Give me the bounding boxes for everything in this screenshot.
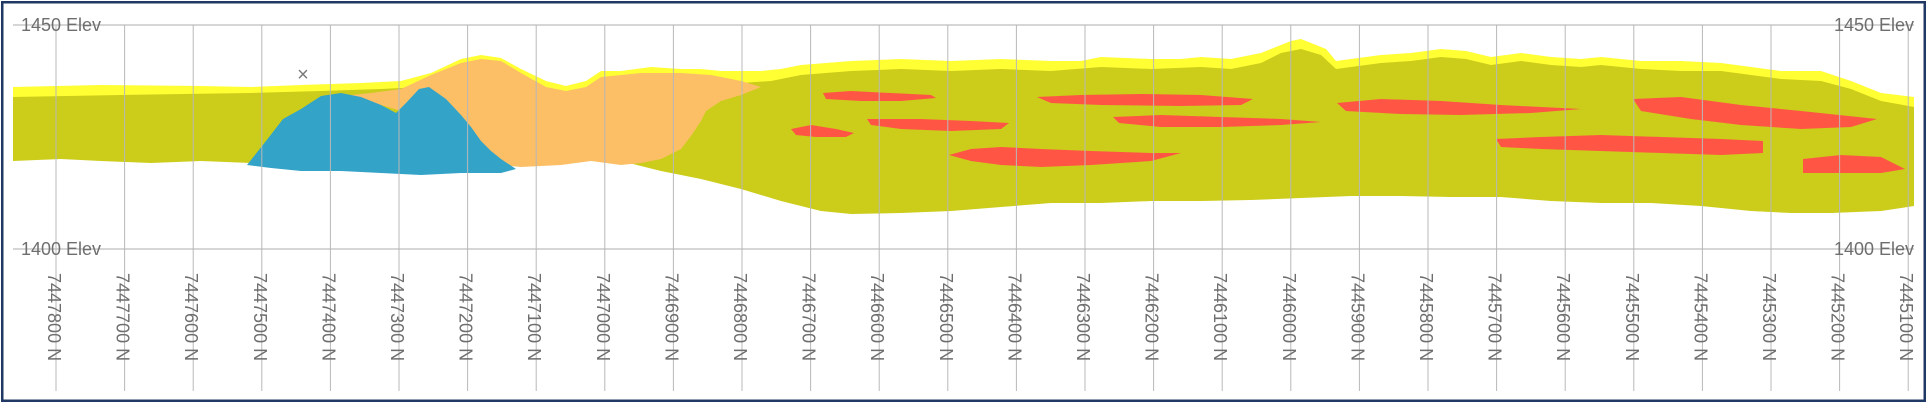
northing-labels: 7447800 N 7447700 N 7447600 N 7447500 N 7447… [44, 273, 1916, 361]
northing-label: 7445600 N [1553, 273, 1573, 361]
northing-label: 7445500 N [1622, 273, 1642, 361]
northing-label: 7447300 N [387, 273, 407, 361]
northing-label: 7446700 N [799, 273, 819, 361]
red-lens [1633, 97, 1877, 129]
northing-gridlines [55, 25, 1909, 391]
northing-label: 7446500 N [936, 273, 956, 361]
northing-label: 7447700 N [113, 273, 133, 361]
section-marker-x: × [297, 64, 309, 86]
red-lenses [791, 91, 1905, 173]
red-lens [867, 119, 1009, 131]
northing-label: 7447800 N [44, 273, 64, 361]
northing-label: 7447100 N [524, 273, 544, 361]
northing-label: 7445800 N [1416, 273, 1436, 361]
elev-label-top-left: 1450 Elev [21, 15, 101, 35]
orange-unit [331, 59, 761, 167]
northing-label: 7445200 N [1828, 273, 1848, 361]
northing-label: 7447400 N [318, 273, 338, 361]
northing-label: 7446200 N [1142, 273, 1162, 361]
northing-label: 7447000 N [593, 273, 613, 361]
northing-label: 7447200 N [456, 273, 476, 361]
red-lens [949, 147, 1181, 167]
elev-label-bottom-right: 1400 Elev [1834, 239, 1914, 259]
red-lens [1803, 155, 1905, 173]
red-lens [1496, 135, 1763, 155]
northing-label: 7447600 N [181, 273, 201, 361]
red-lens [1037, 94, 1253, 106]
northing-label: 7445400 N [1690, 273, 1710, 361]
northing-label: 7447500 N [250, 273, 270, 361]
northing-label: 7445900 N [1347, 273, 1367, 361]
northing-label: 7446600 N [867, 273, 887, 361]
northing-label: 7446300 N [1073, 273, 1093, 361]
northing-label: 7445300 N [1759, 273, 1779, 361]
red-lens [1337, 99, 1581, 115]
blue-unit [247, 87, 516, 175]
red-lens [1113, 115, 1321, 127]
northing-label: 7446000 N [1279, 273, 1299, 361]
northing-label: 7446900 N [661, 273, 681, 361]
northing-label: 7446800 N [730, 273, 750, 361]
red-lens [791, 125, 854, 137]
northing-label: 7446400 N [1004, 273, 1024, 361]
elev-label-top-right: 1450 Elev [1834, 15, 1914, 35]
elev-label-bottom-left: 1400 Elev [21, 239, 101, 259]
northing-label: 7445100 N [1896, 273, 1916, 361]
northing-label: 7445700 N [1485, 273, 1505, 361]
northing-label: 7446100 N [1210, 273, 1230, 361]
